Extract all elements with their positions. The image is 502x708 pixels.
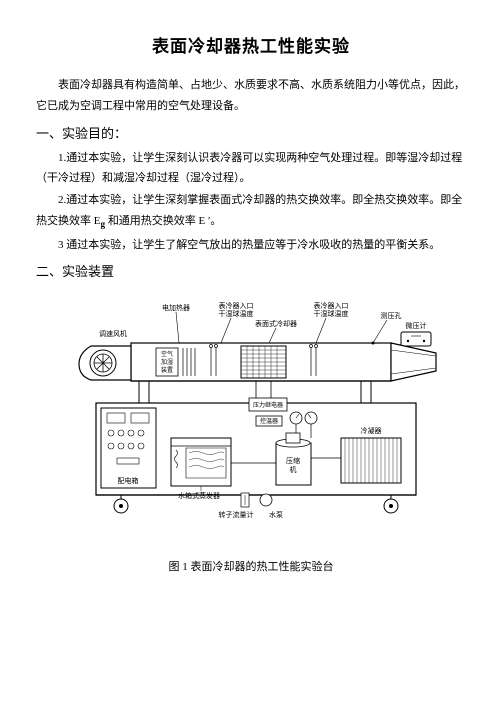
- label-cooler: 表面式冷却器: [255, 319, 297, 328]
- page-title: 表面冷却器热工性能实验: [36, 32, 466, 57]
- section-1-heading: 一、实验目的：: [36, 123, 466, 142]
- section-1-p3: 3 通过本实验，让学生了解空气放出的热量应等于冷水吸收的热量的平衡关系。: [36, 235, 466, 255]
- section-2-heading: 二、实验装置: [36, 261, 466, 280]
- label-heater: 电加热器: [162, 303, 190, 312]
- label-inlet: 表冷器入口: [219, 301, 254, 310]
- section-1-p2: 2.通过本实验，让学生深刻掌握表面式冷却器的热交换效率。即全热交换效率。即全热交…: [36, 190, 466, 232]
- label-outlet: 表冷器入口: [314, 301, 349, 310]
- label-manometer: 微压计: [406, 321, 427, 330]
- section-1-p1: 1.通过本实验，让学生深刻认识表冷器可以实现两种空气处理过程。即等湿冷却过程（干…: [36, 148, 466, 189]
- p2-text-b: 和通用热交换效率 E ′。: [105, 215, 221, 227]
- label-fan: 调速风机: [99, 329, 127, 338]
- label-comp2: 机: [290, 465, 297, 474]
- label-flow: 转子流量计: [219, 510, 254, 519]
- label-pump: 水泵: [269, 510, 283, 519]
- figure-caption: 图 1 表面冷却器的热工性能实验台: [36, 558, 466, 574]
- label-panel: 配电箱: [118, 476, 139, 485]
- label-comp1: 压缩: [286, 456, 300, 465]
- label-outlet2: 干湿球温度: [314, 309, 349, 318]
- apparatus-diagram: 电加热器 表冷器入口 干湿球温度 表面式冷却器 表冷器入口 干湿球温度 测压孔 …: [61, 298, 441, 528]
- label-humid1: 空气: [161, 350, 173, 358]
- label-cond: 冷凝器: [361, 426, 382, 435]
- label-prelay: 压力继电器: [253, 401, 283, 409]
- label-evap: 水箱式蒸发器: [178, 491, 220, 500]
- label-inlet2: 干湿球温度: [219, 309, 254, 318]
- label-tcon: 控温器: [260, 417, 278, 425]
- label-press-hole: 测压孔: [381, 312, 402, 320]
- diagram-svg: 电加热器 表冷器入口 干湿球温度 表面式冷却器 表冷器入口 干湿球温度 测压孔 …: [61, 298, 441, 528]
- intro-paragraph: 表面冷却器具有构造简单、占地少、水质要求不高、水质系统阻力小等优点，因此，它已成…: [36, 75, 466, 117]
- label-humid2: 加湿: [161, 358, 173, 366]
- label-humid3: 装置: [161, 366, 173, 374]
